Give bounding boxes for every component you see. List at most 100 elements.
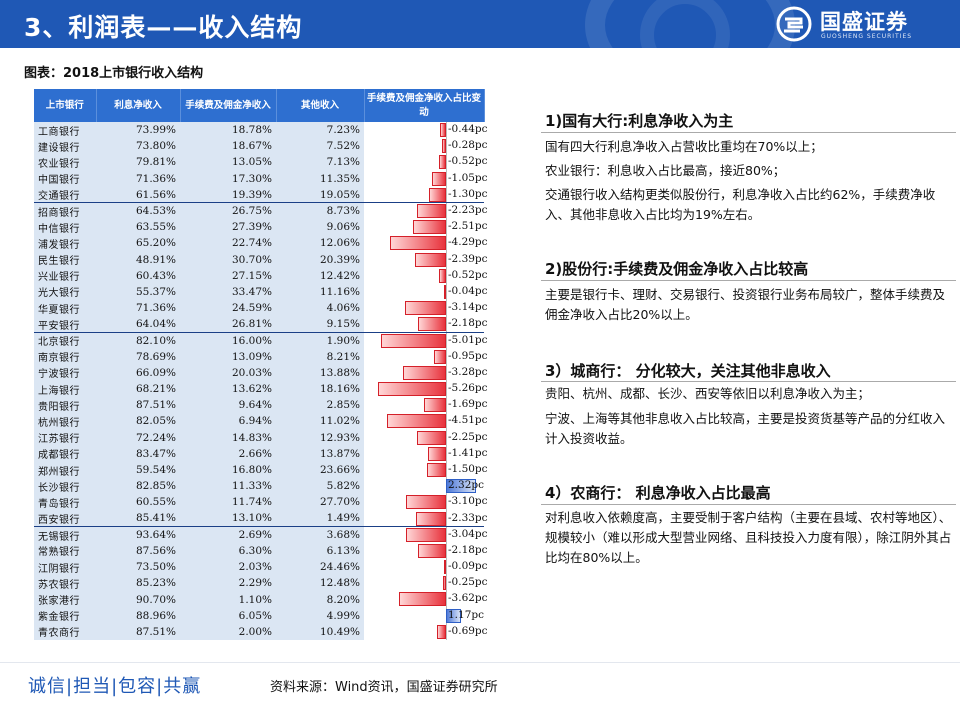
other-income-cell: 12.48% xyxy=(276,575,364,592)
change-value-label: -3.28pc xyxy=(448,365,488,378)
bank-name-cell: 招商银行 xyxy=(34,202,96,220)
fee-income-cell: 13.62% xyxy=(180,381,276,398)
change-value-label: -5.26pc xyxy=(448,382,488,394)
interest-income-cell: 87.56% xyxy=(96,542,180,560)
other-income-cell: 9.15% xyxy=(276,316,364,333)
negative-change-bar xyxy=(405,495,446,510)
table-row: 紫金银行 88.96% 6.05% 4.99% 1.17pc xyxy=(34,607,484,624)
fee-share-change-cell: -3.04pc xyxy=(364,526,488,543)
bar-axis xyxy=(446,170,447,187)
change-value-label: -0.04pc xyxy=(448,284,488,297)
change-value-label: -4.29pc xyxy=(448,236,488,249)
fee-income-cell: 2.29% xyxy=(180,575,276,592)
table-caption: 图表：2018上市银行收入结构 xyxy=(24,66,204,81)
fee-income-cell: 26.81% xyxy=(180,316,276,333)
bank-name-cell: 中国银行 xyxy=(34,170,96,187)
other-income-cell: 1.90% xyxy=(276,331,364,349)
change-value-label: -0.52pc xyxy=(448,155,488,168)
fee-income-cell: 18.78% xyxy=(180,122,276,139)
table-row: 工商银行 73.99% 18.78% 7.23% -0.44pc xyxy=(34,122,488,139)
bank-name-cell: 建设银行 xyxy=(34,138,96,155)
fee-share-change-cell: -2.33pc xyxy=(364,510,488,527)
negative-change-bar xyxy=(413,220,446,235)
income-structure-table: 上市银行 利息净收入 手续费及佣金净收入 其他收入 手续费及佣金净收入占比变动 … xyxy=(34,89,488,640)
change-value-label: -1.69pc xyxy=(448,398,488,411)
paragraph: 国有四大行利息净收入占营收比重均在70%以上； xyxy=(545,139,823,154)
header-bar: 3、利润表——收入结构 国盛证券 GUOSHENG SECURITIES xyxy=(0,0,960,48)
interest-income-cell: 85.23% xyxy=(96,575,180,592)
table-row: 江阴银行 73.50% 2.03% 24.46% -0.09pc xyxy=(34,559,488,576)
header-decoration xyxy=(585,0,795,48)
fee-share-change-cell: -0.52pc xyxy=(364,154,488,171)
interest-income-cell: 68.21% xyxy=(96,381,180,398)
fee-income-cell: 1.10% xyxy=(180,591,276,608)
negative-change-bar xyxy=(427,446,446,461)
interest-income-cell: 64.04% xyxy=(96,316,180,333)
change-value-label: -2.25pc xyxy=(448,430,488,443)
paragraph: 宁波、上海等其他非息收入占比较高，主要是投资货基等产品的分红收入计入投资收益。 xyxy=(545,411,946,446)
bar-axis xyxy=(446,219,447,236)
section-divider xyxy=(541,132,956,133)
bar-axis xyxy=(446,461,447,479)
interest-income-cell: 83.47% xyxy=(96,445,180,462)
interest-income-cell: 71.36% xyxy=(96,170,180,187)
change-value-label: -0.69pc xyxy=(448,624,488,637)
fee-income-cell: 19.39% xyxy=(180,186,276,203)
bank-name-cell: 张家港行 xyxy=(34,591,96,608)
change-value-label: -1.50pc xyxy=(448,462,488,475)
fee-income-cell: 17.30% xyxy=(180,170,276,187)
bar-axis xyxy=(446,381,447,398)
change-value-label: -3.10pc xyxy=(448,495,488,508)
bar-axis xyxy=(446,316,447,332)
bank-name-cell: 华夏银行 xyxy=(34,300,96,317)
change-value-label: -0.52pc xyxy=(448,268,488,281)
footer-slogan: 诚信|担当|包容|共赢 xyxy=(28,676,202,697)
other-income-cell: 8.20% xyxy=(276,591,364,608)
other-income-cell: 13.88% xyxy=(276,364,364,381)
bar-axis xyxy=(446,445,447,462)
fee-income-cell: 24.59% xyxy=(180,300,276,317)
other-income-cell: 24.46% xyxy=(276,559,364,576)
page-title: 3、利润表——收入结构 xyxy=(24,13,303,42)
paragraph: 对利息收入依赖度高，主要受制于客户结构（主要在县域、农村等地区）、规模较小（难以… xyxy=(545,510,952,565)
bar-axis xyxy=(446,559,447,576)
interest-income-cell: 82.05% xyxy=(96,413,180,430)
interest-income-cell: 63.55% xyxy=(96,219,180,236)
section-divider xyxy=(541,280,956,281)
table-row: 郑州银行 59.54% 16.80% 23.66% -1.50pc xyxy=(34,461,488,479)
fee-share-change-cell: -0.25pc xyxy=(364,575,488,592)
table-row: 交通银行 61.56% 19.39% 19.05% -1.30pc xyxy=(34,186,488,203)
fee-income-cell: 16.00% xyxy=(180,331,276,349)
table-row: 中信银行 63.55% 27.39% 9.06% -2.51pc xyxy=(34,219,488,236)
change-value-label: -1.30pc xyxy=(448,187,488,200)
fee-share-change-cell: -5.26pc xyxy=(364,381,488,398)
negative-change-bar xyxy=(406,528,446,543)
table-row: 浦发银行 65.20% 22.74% 12.06% -4.29pc xyxy=(34,235,488,252)
bar-axis xyxy=(446,154,447,171)
interest-income-cell: 64.53% xyxy=(96,202,180,220)
negative-change-bar xyxy=(439,268,446,283)
fee-share-change-cell: -0.04pc xyxy=(364,283,488,301)
fee-income-cell: 11.74% xyxy=(180,494,276,511)
bank-name-cell: 工商银行 xyxy=(34,122,96,139)
fee-share-change-cell: -0.95pc xyxy=(364,348,488,365)
negative-change-bar xyxy=(403,365,446,380)
interest-income-cell: 90.70% xyxy=(96,591,180,608)
bank-name-cell: 交通银行 xyxy=(34,186,96,203)
fee-income-cell: 16.80% xyxy=(180,461,276,479)
interest-income-cell: 55.37% xyxy=(96,283,180,301)
table-row: 青岛银行 60.55% 11.74% 27.70% -3.10pc xyxy=(34,494,488,511)
bank-name-cell: 北京银行 xyxy=(34,331,96,349)
other-income-cell: 18.16% xyxy=(276,381,364,398)
bar-axis xyxy=(446,494,447,511)
interest-income-cell: 72.24% xyxy=(96,429,180,446)
fee-income-cell: 2.00% xyxy=(180,623,276,640)
change-value-label: -0.44pc xyxy=(448,123,488,135)
table-row: 民生银行 48.91% 30.70% 20.39% -2.39pc xyxy=(34,251,488,268)
bank-name-cell: 常熟银行 xyxy=(34,542,96,560)
header-decoration xyxy=(640,0,730,48)
interest-income-cell: 87.51% xyxy=(96,397,180,414)
bar-axis xyxy=(446,186,447,203)
interest-income-cell: 85.41% xyxy=(96,510,180,527)
fee-share-change-cell: -1.50pc xyxy=(364,461,488,479)
